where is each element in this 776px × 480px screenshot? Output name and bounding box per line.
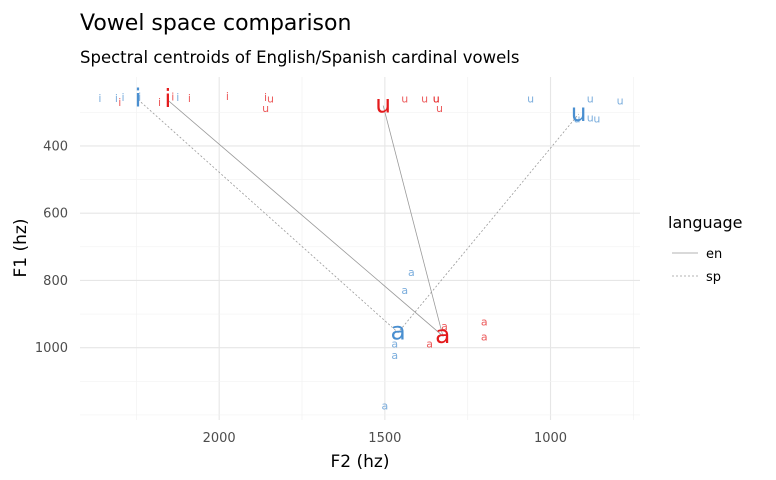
vowel-token: a <box>408 266 415 279</box>
vowel-token: a <box>426 337 433 350</box>
legend-title: language <box>668 213 743 232</box>
legend: language en sp <box>668 213 743 285</box>
vowel-token: a <box>381 400 388 413</box>
vowel-token: i <box>118 96 121 109</box>
vowel-token: u <box>574 113 581 126</box>
vowel-token: i <box>171 91 174 104</box>
vowel-centroid: i <box>164 84 171 113</box>
vowel-token: a <box>481 331 488 344</box>
vowel-token: a <box>391 337 398 350</box>
x-tick-label: 1500 <box>368 431 401 446</box>
y-tick-label: 800 <box>43 274 68 289</box>
vowel-token: i <box>158 96 161 109</box>
grid <box>80 77 640 420</box>
chart-title: Vowel space comparison <box>80 11 351 36</box>
x-tick-label: 2000 <box>203 431 236 446</box>
vowel-token: u <box>527 93 534 106</box>
vowel-token: u <box>401 93 408 106</box>
vowel-token: u <box>421 93 428 106</box>
y-tick-labels: 400 600 800 1000 <box>35 139 68 356</box>
vowel-token: i <box>226 90 229 103</box>
vowel-token: u <box>436 102 443 115</box>
vowel-token: u <box>433 93 440 106</box>
vowel-token: i <box>176 91 179 104</box>
legend-label-en: en <box>706 247 722 262</box>
vowel-centroid: u <box>571 98 587 127</box>
vowel-centroid: u <box>375 90 391 119</box>
vowel-token: u <box>617 95 624 108</box>
y-tick-label: 600 <box>43 207 68 222</box>
vowel-token: a <box>391 349 398 362</box>
vowel-token: u <box>587 111 594 124</box>
vowel-token: u <box>587 93 594 106</box>
chart-subtitle: Spectral centroids of English/Spanish ca… <box>80 48 519 67</box>
y-tick-label: 1000 <box>35 341 68 356</box>
x-tick-labels: 2000 1500 1000 <box>203 431 567 446</box>
vowel-line-en <box>167 99 444 338</box>
vowel-centroid: a <box>435 320 450 349</box>
x-axis-title: F2 (hz) <box>331 452 390 472</box>
y-axis-title: F1 (hz) <box>11 219 31 278</box>
vowel-line-sp <box>137 99 580 334</box>
vowel-token: i <box>98 92 101 105</box>
vowel-token: i <box>138 91 141 104</box>
vowel-token: u <box>267 93 274 106</box>
legend-label-sp: sp <box>706 270 721 285</box>
vowel-token: a <box>441 320 448 333</box>
vowel-token: i <box>188 92 191 105</box>
vowel-centroid: i <box>135 84 142 113</box>
vowel-token: i <box>115 92 118 105</box>
x-tick-label: 1000 <box>534 431 567 446</box>
vowel-token: a <box>481 315 488 328</box>
vowel-token: i <box>264 91 267 104</box>
vowel-centroid: a <box>390 317 405 346</box>
vowel-token: u <box>433 93 440 106</box>
y-tick-label: 400 <box>43 139 68 154</box>
vowel-token: u <box>262 102 269 115</box>
vowel-token: a <box>401 284 408 297</box>
vowel-token: i <box>122 91 125 104</box>
vowel-triangle-lines <box>137 99 580 338</box>
vowel-token: u <box>593 113 600 126</box>
